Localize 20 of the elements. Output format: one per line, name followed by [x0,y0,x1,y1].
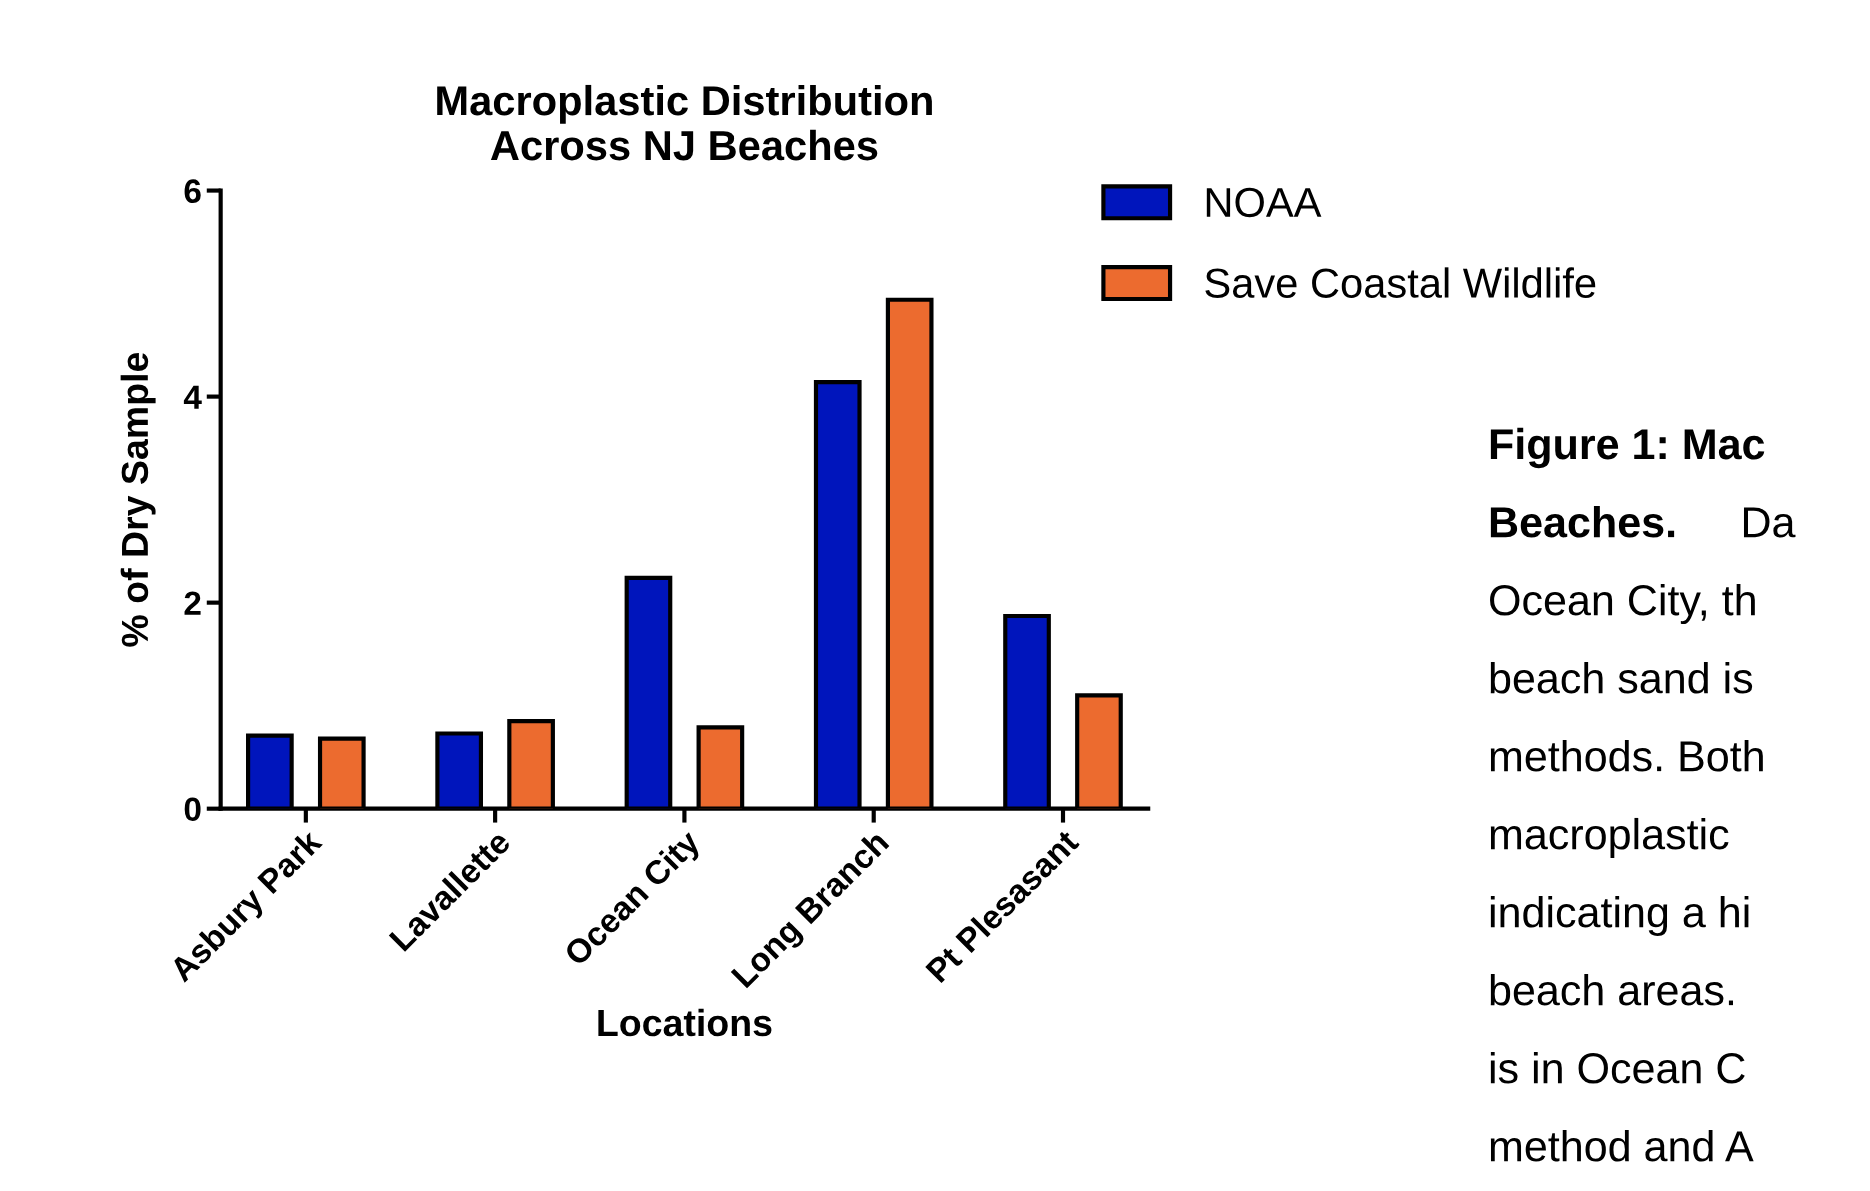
y-tick-label: 6 [184,179,201,203]
chart-title: Macroplastic Distribution Across NJ Beaches [437,84,932,161]
text: methods. Both [1490,739,1763,772]
x-axis-title: Locations [598,1008,772,1037]
caption: Figure 1: Mac [1490,427,1765,469]
y-axis-title: % of Dry Sample [120,352,156,647]
text: beach sand is [1490,661,1753,694]
legend-label: NOAA [1206,187,1322,218]
text: Beaches. [1490,505,1675,538]
text: beach areas. [1490,973,1734,1006]
text: indicating a hi [1490,895,1749,937]
text: is in Ocean C [1490,1051,1745,1084]
text: macroplastic [1490,817,1729,859]
text: Da [1743,507,1796,538]
legend-label: Save Coastal Wildlife [1205,267,1596,298]
text: method and A [1490,1129,1754,1162]
y-tick-label: 4 [183,385,202,409]
y-tick-label: 0 [184,797,201,822]
text: Ocean City, th [1490,583,1755,625]
y-tick-label: 2 [184,591,201,615]
